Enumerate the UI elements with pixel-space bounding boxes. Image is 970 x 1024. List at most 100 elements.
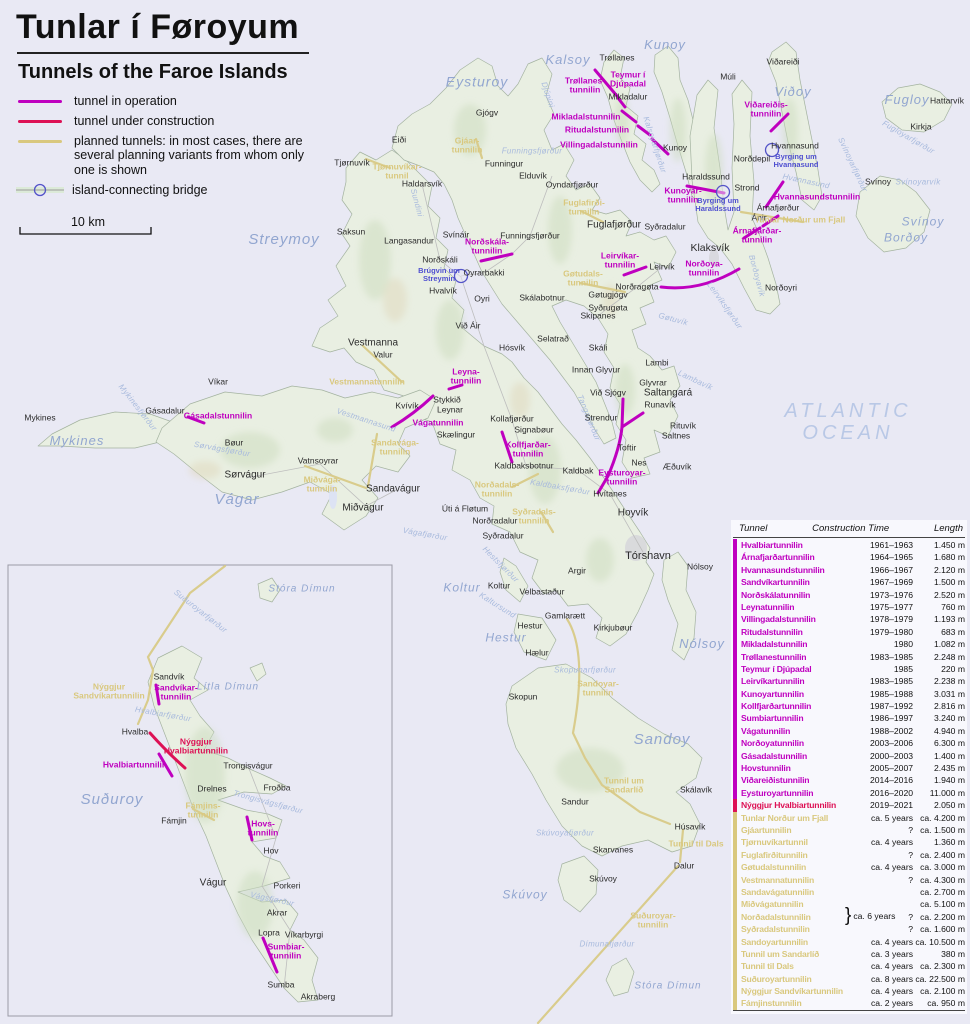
construction-time: 1980: [893, 639, 913, 650]
row-status-bar: [733, 947, 737, 961]
tunnel-name: Miðvágatunnilin: [741, 899, 804, 910]
tunnel-name: Gjáartunnilin: [741, 824, 792, 835]
scale-label: 10 km: [70, 215, 106, 229]
tunnel-length: 2.120 m: [933, 564, 965, 575]
tunnel-length: 11.000 m: [929, 787, 965, 798]
row-status-bar: [733, 836, 737, 849]
operation-tunnel-lines: [186, 68, 790, 495]
construction-time: 1966–1967: [869, 564, 913, 575]
construction-time: ca. 3 years: [870, 948, 913, 959]
legend-label: tunnel in operation: [74, 94, 177, 108]
tunnel-length: ca. 4.200 m: [920, 812, 965, 823]
construction-time: ca. 4 years: [870, 837, 913, 848]
legend-item-operation: tunnel in operation: [16, 94, 326, 109]
construction-time: 1975–1977: [869, 601, 913, 612]
tunnel-table: Tunnel Construction Time Length } ca. 6 …: [731, 520, 967, 1014]
row-status-bar: [733, 650, 737, 663]
scale-bar: [19, 227, 152, 235]
tunnel-name: Fámjinstunnilin: [741, 998, 802, 1009]
tunnel-length: 3.240 m: [933, 713, 965, 724]
tunnel-length: ca. 1.600 m: [920, 924, 965, 935]
tunnel-name: Gøtudalstunnilin: [741, 862, 807, 873]
tunnel-length: ca. 950 m: [927, 998, 965, 1009]
tunnel-length: 683 m: [941, 626, 965, 637]
title-block: Tunlar í Føroyum Tunnels of the Faroe Is…: [16, 8, 326, 203]
brace-glyph: }: [845, 904, 852, 926]
tunnel-length: ca. 2.400 m: [920, 849, 965, 860]
construction-time: ca. 4 years: [870, 862, 913, 873]
row-status-bar: [733, 737, 737, 750]
construction-time: 2000–2003: [869, 750, 913, 761]
tunnel-length: 1.400 m: [933, 750, 965, 761]
tunnel-name: Norðadalstunnilin: [741, 911, 811, 922]
row-status-bar: [733, 823, 737, 837]
row-status-bar: [733, 960, 737, 973]
tunnel-length: ca. 2.100 m: [920, 986, 965, 997]
row-status-bar: [733, 799, 737, 812]
row-status-bar: [733, 935, 737, 948]
tunnel-length: 1.450 m: [933, 540, 965, 550]
construction-time: 1978–1979: [869, 614, 913, 625]
tunnel-length: ca. 4.300 m: [920, 874, 965, 885]
row-status-bar: [733, 873, 737, 886]
construction-time: ?: [908, 824, 913, 835]
tunnel-name: Sandavágatunnilin: [741, 886, 814, 897]
construction-time: 2003–2006: [869, 738, 913, 749]
planned-line-swatch: [18, 139, 62, 143]
tunnel-length: 1.940 m: [933, 775, 965, 786]
construction-time: ca. 8 years: [870, 973, 913, 984]
tunnel-length: ca. 10.500 m: [915, 936, 965, 947]
construction-time: 1983–1985: [869, 651, 913, 662]
construction-time: 2014–2016: [869, 775, 913, 786]
construction-time: 1973–1976: [869, 589, 913, 600]
tunnel-name: Viðareiðistunnilin: [741, 775, 810, 786]
tunnel-length: 760 m: [941, 601, 965, 612]
tunnel-length: 380 m: [941, 948, 965, 959]
row-status-bar: [733, 563, 737, 577]
tunnel-name: Nýggjur Hvalbiartunnilin: [741, 800, 836, 811]
row-status-bar: [733, 885, 737, 899]
row-status-bar: [733, 588, 737, 601]
construction-time: ca. 2 years: [870, 998, 913, 1009]
row-status-bar: [733, 910, 737, 924]
operation-line-swatch: [18, 100, 62, 103]
tunnel-length: 1.082 m: [933, 639, 965, 650]
construction-line-swatch: [18, 119, 62, 123]
row-status-bar: [733, 625, 737, 639]
legend-label: tunnel under construction: [74, 113, 215, 128]
construction-time: 1988–2002: [869, 725, 913, 736]
tunnel-name: Árnafjarðartunnilin: [741, 552, 815, 563]
klaksvik-urban-area: [709, 249, 719, 267]
construction-time: 1986–1997: [869, 713, 913, 724]
page-title: Tunlar í Føroyum: [16, 8, 300, 46]
construction-time: 1979–1980: [869, 626, 913, 637]
row-status-bar: [733, 687, 737, 701]
tunnel-name: Kollfjarðartunnilin: [741, 701, 812, 712]
tunnel-length: 1.500 m: [933, 577, 965, 588]
row-status-bar: [733, 923, 737, 936]
row-status-bar: [733, 997, 737, 1010]
construction-time: 1985–1988: [869, 688, 913, 699]
construction-time: ca. 4 years: [870, 936, 913, 947]
tunnel-name: Tunnil til Dals: [741, 961, 794, 972]
table-rows: } ca. 6 years Hvalbiartunnilin 1961–1963 1…: [733, 538, 965, 1011]
construction-time: 1985: [893, 663, 913, 674]
tunnel-name: Leirvíkartunnilin: [741, 676, 805, 687]
tunnel-name: Villingadalstunnilin: [741, 614, 816, 625]
inset-suduroy: [7, 564, 393, 1017]
construction-time: ca. 4 years: [870, 961, 913, 972]
row-status-bar: [733, 576, 737, 589]
tunnel-name: Tunlar Norður um Fjall: [741, 812, 829, 823]
lake-sorvagsvatn: [329, 485, 337, 509]
tunnel-name: Hvannasundstunnilin: [741, 564, 825, 575]
tunnel-name: Fuglafirðitunnilin: [741, 849, 808, 860]
tunnel-name: Tjørnuvíkartunnil: [741, 837, 808, 848]
construction-time: 2016–2020: [869, 787, 913, 798]
header-length: Length: [933, 523, 963, 534]
construction-time: 1967–1969: [869, 577, 913, 588]
brace-label: ca. 6 years: [853, 910, 896, 921]
legend-item-bridge: island-connecting bridge: [16, 183, 326, 198]
tunnel-length: ca. 1.500 m: [920, 824, 965, 835]
